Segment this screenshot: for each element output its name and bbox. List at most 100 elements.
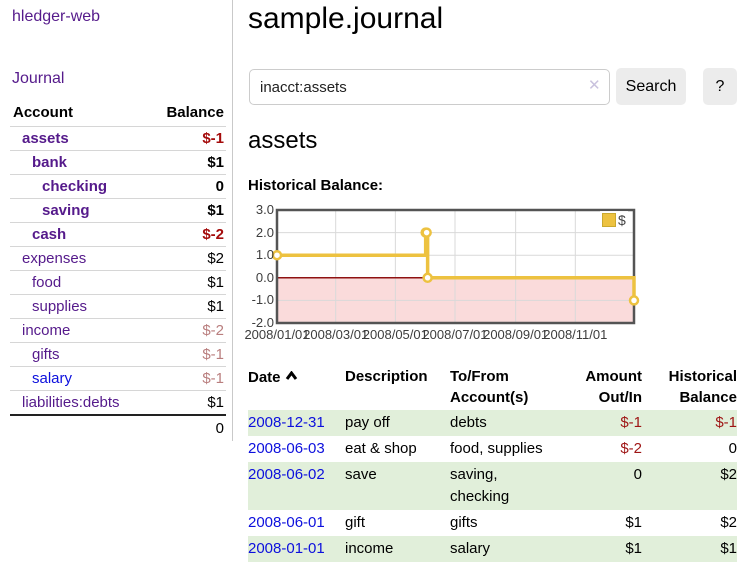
- account-link-food[interactable]: food: [32, 274, 62, 291]
- page-title: sample.journal: [248, 2, 444, 35]
- x-tick-label: 2008/09/01: [483, 327, 549, 342]
- accounts-table: Account Balance assets $-1 bank $1 check…: [10, 100, 226, 441]
- accounts-header-row: Account Balance: [10, 100, 226, 127]
- accounts-column-header: To/From Account(s): [450, 368, 529, 406]
- transaction-amount: $-1: [620, 414, 642, 431]
- y-tick-label: -1.0: [251, 292, 274, 308]
- account-row: gifts $-1: [10, 342, 226, 367]
- amount-column-header: Amount Out/In: [585, 368, 642, 406]
- transaction-date-link[interactable]: 2008-06-01: [248, 514, 325, 531]
- transaction-balance: $2: [720, 466, 737, 483]
- transaction-description: gift: [345, 514, 366, 531]
- register-row: 2008-12-31 pay off debts $-1 $-1: [248, 410, 737, 436]
- x-tick-label: 2008/05/01: [362, 327, 428, 342]
- clear-search-icon[interactable]: ✕: [588, 77, 601, 94]
- balance-column-header: Historical Balance: [668, 368, 737, 406]
- account-balance: $1: [207, 394, 224, 411]
- account-balance: $-1: [202, 130, 224, 147]
- account-balance: $1: [207, 154, 224, 171]
- help-button[interactable]: ?: [703, 68, 737, 105]
- x-tick-label: 2008/11/01: [543, 327, 608, 342]
- account-balance: $1: [207, 274, 224, 291]
- transaction-description: income: [345, 540, 394, 557]
- account-link-gifts[interactable]: gifts: [32, 346, 60, 363]
- account-row: assets $-1: [10, 126, 226, 151]
- transaction-date-link[interactable]: 2008-06-03: [248, 440, 325, 457]
- account-link-liabilities-debts[interactable]: liabilities:debts: [22, 394, 120, 411]
- x-tick-label: 2008/03/01: [303, 327, 369, 342]
- transaction-date-link[interactable]: 2008-06-02: [248, 466, 325, 483]
- account-row: bank $1: [10, 150, 226, 175]
- account-link-bank[interactable]: bank: [32, 154, 68, 171]
- account-balance: 0: [215, 178, 224, 195]
- y-tick-label: 1.0: [255, 247, 274, 263]
- transaction-accounts: salary: [450, 540, 491, 557]
- account-heading: assets: [248, 127, 318, 154]
- account-row: cash $-2: [10, 222, 226, 247]
- historical-balance-chart: 3.0 2.0 1.0 0.0 -1.0 -2.0 2008/01/01 2008/03/0…: [244, 202, 737, 348]
- transaction-balance: $2: [720, 514, 737, 531]
- transaction-accounts: gifts: [450, 514, 478, 531]
- transaction-amount: $1: [625, 514, 642, 531]
- account-row: saving $1: [10, 198, 226, 223]
- register-row: 2008-01-01 income salary $1 $1: [248, 536, 737, 562]
- transaction-balance: 0: [728, 440, 737, 457]
- y-tick-label: -2.0: [251, 315, 274, 330]
- date-header-label: Date: [248, 369, 281, 386]
- account-link-expenses[interactable]: expenses: [22, 250, 87, 267]
- transaction-balance: $-1: [715, 414, 737, 431]
- account-row: food $1: [10, 270, 226, 295]
- register-header-row: Date Description To/From Account(s) Amou…: [248, 364, 737, 410]
- sort-ascending-icon: [285, 366, 298, 387]
- transaction-date-link[interactable]: 2008-01-01: [248, 540, 325, 557]
- y-tick-label: 0.0: [255, 269, 274, 285]
- account-balance: $-2: [202, 322, 224, 339]
- account-balance: $1: [207, 202, 224, 219]
- account-link-supplies[interactable]: supplies: [32, 298, 88, 315]
- account-balance: $2: [207, 250, 224, 267]
- account-row: supplies $1: [10, 294, 226, 319]
- account-balance: $1: [207, 298, 224, 315]
- chart-heading: Historical Balance:: [248, 177, 384, 194]
- account-link-income[interactable]: income: [22, 322, 71, 339]
- register-row: 2008-06-02 save saving, checking 0 $2: [248, 462, 737, 510]
- account-column-header: Account: [13, 104, 73, 121]
- x-tick-label: 2008/07/01: [422, 327, 488, 342]
- transaction-accounts: debts: [450, 414, 487, 431]
- account-row: salary $-1: [10, 366, 226, 391]
- x-tick-label: 2008/01/01: [244, 327, 310, 342]
- transaction-amount: $1: [625, 540, 642, 557]
- account-link-salary[interactable]: salary: [32, 370, 73, 387]
- transaction-accounts: saving, checking: [450, 466, 510, 505]
- transaction-amount: 0: [633, 466, 642, 483]
- account-row: checking 0: [10, 174, 226, 199]
- transaction-description: pay off: [345, 414, 390, 431]
- account-link-saving[interactable]: saving: [42, 202, 90, 219]
- description-column-header: Description: [345, 368, 428, 385]
- account-link-assets[interactable]: assets: [22, 130, 69, 147]
- account-link-checking[interactable]: checking: [42, 178, 108, 195]
- account-row: liabilities:debts $1: [10, 390, 226, 416]
- legend-label: $: [618, 212, 626, 228]
- account-link-cash[interactable]: cash: [32, 226, 67, 243]
- chart-legend: $: [600, 211, 628, 229]
- register-row: 2008-06-03 eat & shop food, supplies $-2…: [248, 436, 737, 462]
- date-column-header[interactable]: Date: [248, 364, 345, 410]
- sidebar: hledger-web Journal Account Balance asse…: [0, 0, 233, 441]
- legend-swatch-icon: [602, 213, 616, 227]
- account-row: expenses $2: [10, 246, 226, 271]
- accounts-total-balance: 0: [215, 420, 224, 437]
- register-row: 2008-06-01 gift gifts $1 $2: [248, 510, 737, 536]
- search-input[interactable]: [249, 69, 610, 105]
- search-button[interactable]: Search: [616, 68, 686, 105]
- transaction-amount: $-2: [620, 440, 642, 457]
- sidebar-item-journal[interactable]: Journal: [12, 70, 65, 87]
- account-balance: $-2: [202, 226, 224, 243]
- transaction-description: eat & shop: [345, 440, 417, 457]
- register-table: Date Description To/From Account(s) Amou…: [248, 364, 737, 562]
- transaction-balance: $1: [720, 540, 737, 557]
- transaction-date-link[interactable]: 2008-12-31: [248, 414, 325, 431]
- transaction-description: save: [345, 466, 377, 483]
- transaction-accounts: food, supplies: [450, 440, 543, 457]
- app-brand-link[interactable]: hledger-web: [12, 8, 101, 25]
